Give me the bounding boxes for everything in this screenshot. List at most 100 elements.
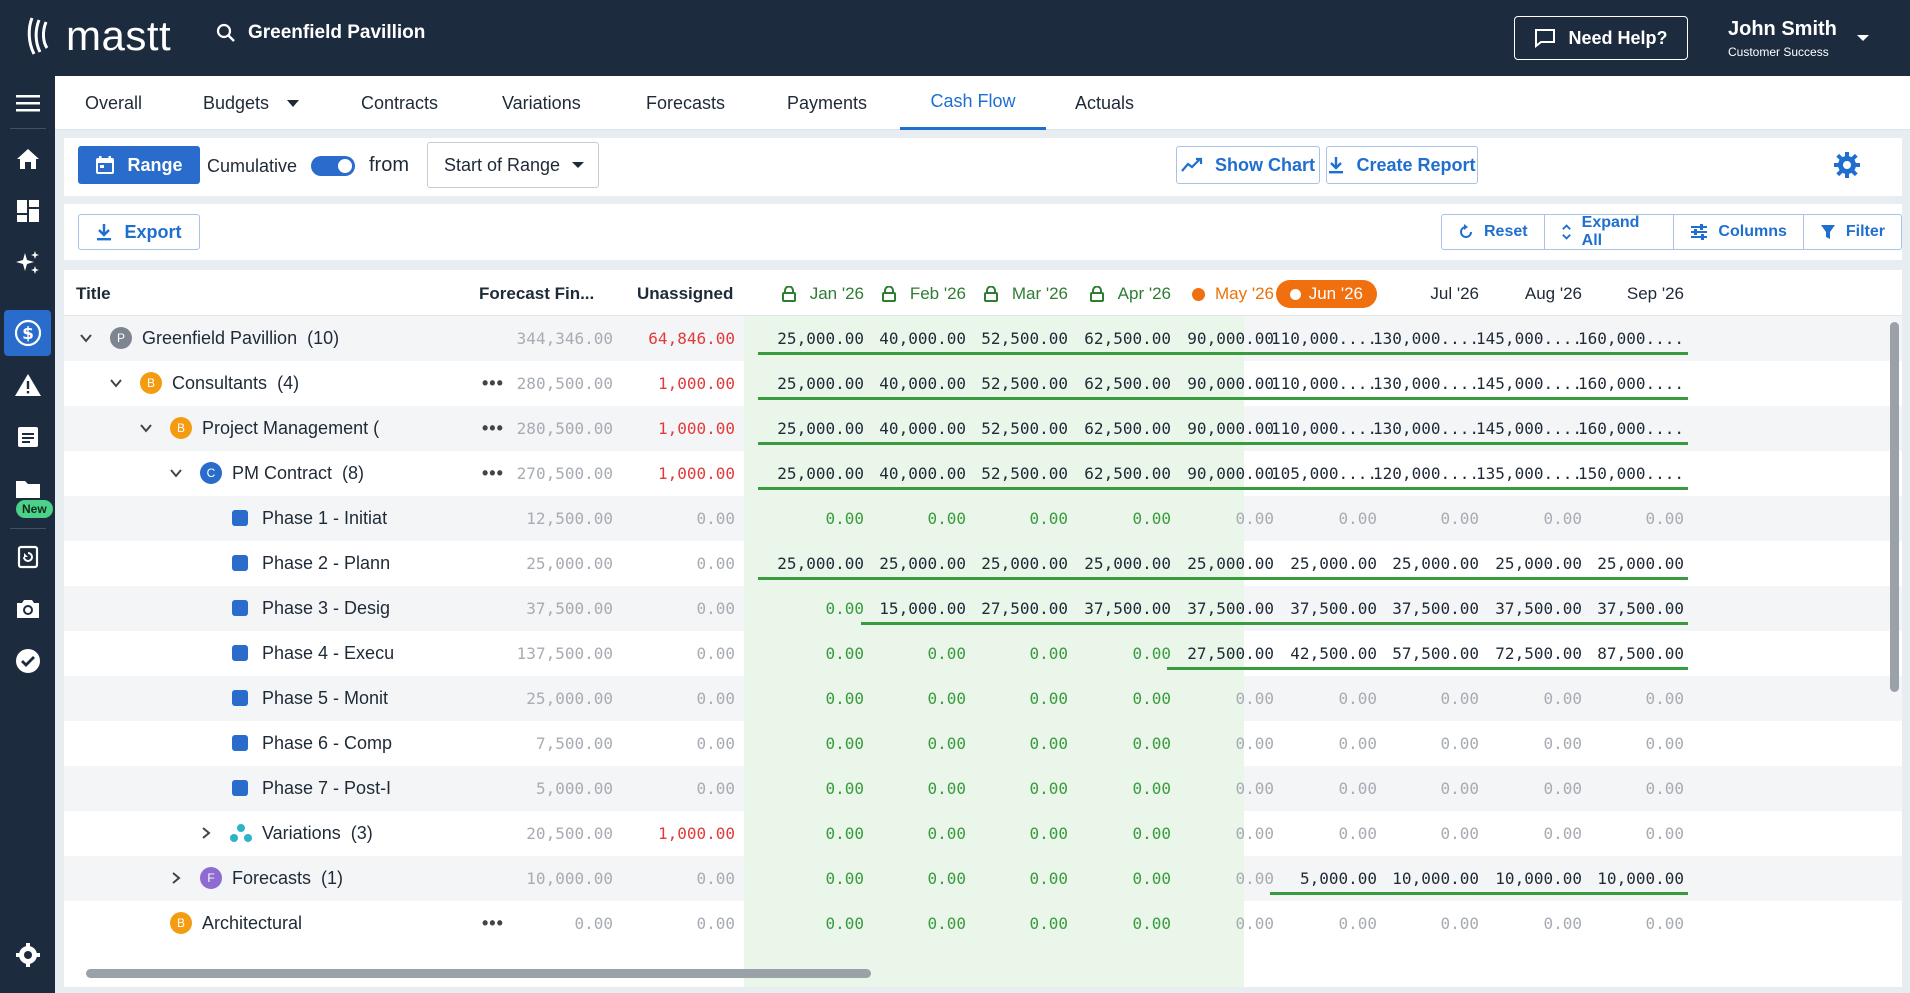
table-row[interactable]: F Forecasts (1) 10,000.00 0.00 0.00 0.00 0.00 0… [64, 856, 1902, 901]
month-value[interactable]: 120,000.... [1373, 464, 1479, 483]
show-chart-button[interactable]: Show Chart [1176, 146, 1320, 184]
month-value[interactable]: 90,000.00 [1187, 329, 1274, 348]
month-value[interactable]: 40,000.00 [879, 329, 966, 348]
row-title[interactable]: Phase 5 - Monit [262, 688, 389, 708]
row-title[interactable]: Phase 2 - Plann [262, 553, 391, 573]
chevron-down-icon[interactable] [170, 467, 182, 479]
month-value[interactable]: 15,000.00 [879, 599, 966, 618]
month-value[interactable]: 0.00 [1645, 689, 1684, 708]
month-value[interactable]: 0.00 [1235, 779, 1274, 798]
table-row[interactable]: Phase 4 - Execu 137,500.00 0.00 0.00 0.00 0.0… [64, 631, 1902, 676]
month-value[interactable]: 0.00 [927, 824, 966, 843]
month-value[interactable]: 52,500.00 [981, 419, 1068, 438]
month-value[interactable]: 25,000.00 [1392, 554, 1479, 573]
user-menu[interactable]: John Smith Customer Success [1728, 18, 1837, 59]
row-title[interactable]: Project Management ( [202, 418, 380, 438]
month-value[interactable]: 25,000.00 [777, 464, 864, 483]
project-search[interactable]: Greenfield Pavillion [216, 22, 425, 44]
month-value[interactable]: 0.00 [1132, 914, 1171, 933]
tab-actuals[interactable]: Actuals [1075, 92, 1135, 113]
header-month-1[interactable]: Feb '26 [881, 282, 966, 306]
month-value[interactable]: 145,000.... [1476, 374, 1582, 393]
month-value[interactable]: 145,000.... [1476, 419, 1582, 438]
month-value[interactable]: 25,000.00 [879, 554, 966, 573]
more-options-icon[interactable]: ••• [482, 913, 504, 933]
month-value[interactable]: 0.00 [1338, 914, 1377, 933]
month-value[interactable]: 0.00 [1132, 689, 1171, 708]
month-value[interactable]: 150,000.... [1578, 464, 1684, 483]
more-options-icon[interactable]: ••• [482, 463, 504, 483]
row-title[interactable]: Architectural [202, 913, 303, 933]
table-row[interactable]: Phase 2 - Plann 25,000.00 0.00 25,000.00 25,… [64, 541, 1902, 586]
history-icon[interactable] [4, 534, 51, 580]
month-value[interactable]: 0.00 [1440, 914, 1479, 933]
home-icon[interactable] [4, 136, 51, 182]
month-value[interactable]: 0.00 [1543, 914, 1582, 933]
need-help-button[interactable]: Need Help? [1514, 16, 1688, 60]
tab-cash-flow[interactable]: Cash Flow [900, 76, 1046, 130]
month-value[interactable]: 40,000.00 [879, 374, 966, 393]
month-value[interactable]: 25,000.00 [1597, 554, 1684, 573]
tab-payments[interactable]: Payments [787, 92, 868, 113]
header-month-7[interactable]: Aug '26 [1525, 282, 1582, 306]
tab-overall[interactable]: Overall [85, 92, 143, 113]
month-value[interactable]: 62,500.00 [1084, 419, 1171, 438]
month-value[interactable]: 0.00 [825, 689, 864, 708]
cumulative-toggle[interactable] [311, 156, 355, 176]
header-title[interactable]: Title [76, 284, 111, 303]
month-value[interactable]: 52,500.00 [981, 374, 1068, 393]
from-select[interactable]: Start of Range [427, 142, 599, 188]
month-value[interactable]: 0.00 [1440, 779, 1479, 798]
month-value[interactable]: 0.00 [1645, 824, 1684, 843]
month-value[interactable]: 0.00 [1029, 869, 1068, 888]
month-value[interactable]: 87,500.00 [1597, 644, 1684, 663]
table-row[interactable]: C PM Contract (8) ••• 270,500.00 1,000.00 25,… [64, 451, 1902, 496]
month-value[interactable]: 0.00 [1543, 779, 1582, 798]
month-value[interactable]: 0.00 [1338, 779, 1377, 798]
month-value[interactable]: 52,500.00 [981, 464, 1068, 483]
month-value[interactable]: 0.00 [1543, 734, 1582, 753]
sparkle-icon[interactable] [4, 240, 51, 286]
tab-budgets[interactable]: Budgets [203, 76, 300, 130]
table-row[interactable]: Phase 5 - Monit 25,000.00 0.00 0.00 0.00 0.00… [64, 676, 1902, 721]
month-value[interactable]: 0.00 [1132, 824, 1171, 843]
folder-icon[interactable] [4, 466, 51, 512]
month-value[interactable]: 0.00 [1440, 824, 1479, 843]
mastt-logo[interactable]: mastt [26, 12, 171, 60]
tab-forecasts[interactable]: Forecasts [646, 92, 726, 113]
create-report-button[interactable]: Create Report [1326, 146, 1478, 184]
columns-button[interactable]: Columns [1674, 215, 1804, 249]
month-value[interactable]: 62,500.00 [1084, 329, 1171, 348]
month-value[interactable]: 105,000.... [1271, 464, 1377, 483]
month-value[interactable]: 0.00 [825, 869, 864, 888]
month-value[interactable]: 25,000.00 [981, 554, 1068, 573]
month-value[interactable]: 0.00 [1338, 824, 1377, 843]
more-options-icon[interactable]: ••• [482, 373, 504, 393]
month-value[interactable]: 37,500.00 [1597, 599, 1684, 618]
month-value[interactable]: 0.00 [825, 599, 864, 618]
range-button[interactable]: Range [78, 146, 200, 184]
table-row[interactable]: Variations (3) 20,500.00 1,000.00 0.00 0.00 0… [64, 811, 1902, 856]
export-button[interactable]: Export [78, 214, 200, 250]
month-value[interactable]: 0.00 [1235, 914, 1274, 933]
month-value[interactable]: 0.00 [825, 824, 864, 843]
header-month-5[interactable]: Jun '26 [1275, 280, 1377, 308]
row-title[interactable]: Consultants (4) [172, 373, 300, 393]
month-value[interactable]: 130,000.... [1373, 374, 1479, 393]
month-value[interactable]: 0.00 [1645, 734, 1684, 753]
table-row[interactable]: Phase 3 - Desig 37,500.00 0.00 0.00 15,000.0… [64, 586, 1902, 631]
gear-icon[interactable] [1834, 152, 1860, 178]
table-row[interactable]: Phase 6 - Comp 7,500.00 0.00 0.00 0.00 0.00 0.… [64, 721, 1902, 766]
header-month-3[interactable]: Apr '26 [1089, 282, 1171, 306]
month-value[interactable]: 0.00 [927, 869, 966, 888]
month-value[interactable]: 0.00 [1338, 509, 1377, 528]
month-value[interactable]: 37,500.00 [1084, 599, 1171, 618]
reset-button[interactable]: Reset [1442, 215, 1545, 249]
month-value[interactable]: 62,500.00 [1084, 464, 1171, 483]
month-value[interactable]: 0.00 [1543, 509, 1582, 528]
more-options-icon[interactable]: ••• [482, 418, 504, 438]
month-value[interactable]: 0.00 [1029, 779, 1068, 798]
header-unassigned[interactable]: Unassigned [637, 284, 734, 303]
month-value[interactable]: 10,000.00 [1392, 869, 1479, 888]
chevron-down-icon[interactable] [80, 332, 92, 344]
